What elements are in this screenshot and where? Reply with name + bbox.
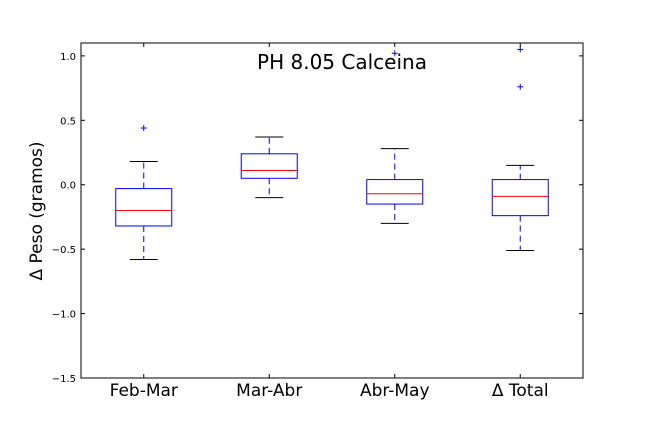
y-axis-label: Δ Peso (gramos) <box>27 141 47 280</box>
x-tick-label: Abr-May <box>360 381 430 401</box>
outlier-point <box>140 125 147 132</box>
box-3 <box>366 50 424 224</box>
y-tick-label: 0.5 <box>60 116 76 127</box>
x-tick-label: Feb-Mar <box>110 381 178 401</box>
iqr-box <box>366 179 424 205</box>
iqr-box <box>491 179 549 217</box>
iqr-box <box>115 188 173 227</box>
y-tick-label: 1.0 <box>60 52 76 63</box>
box-1 <box>115 125 173 260</box>
y-tick-label: −1.5 <box>52 374 76 385</box>
outlier-point <box>517 83 524 90</box>
x-tick-label: Δ Total <box>492 381 549 401</box>
box-4 <box>491 46 549 251</box>
y-axis-ticks: −1.5 −1.0 −0.5 0.0 0.5 1.0 <box>52 52 583 385</box>
chart-title: PH 8.05 Calceina <box>257 50 427 74</box>
box-2 <box>240 136 298 199</box>
y-tick-label: 0.0 <box>60 181 76 192</box>
box-series <box>115 46 549 260</box>
y-tick-label: −0.5 <box>52 245 76 256</box>
outlier-point <box>391 50 398 57</box>
iqr-box <box>240 153 298 179</box>
outlier-point <box>517 46 524 53</box>
x-tick-label: Mar-Abr <box>236 381 302 401</box>
y-tick-label: −1.0 <box>52 310 76 321</box>
x-axis-labels: Feb-Mar Mar-Abr Abr-May Δ Total <box>110 43 549 401</box>
